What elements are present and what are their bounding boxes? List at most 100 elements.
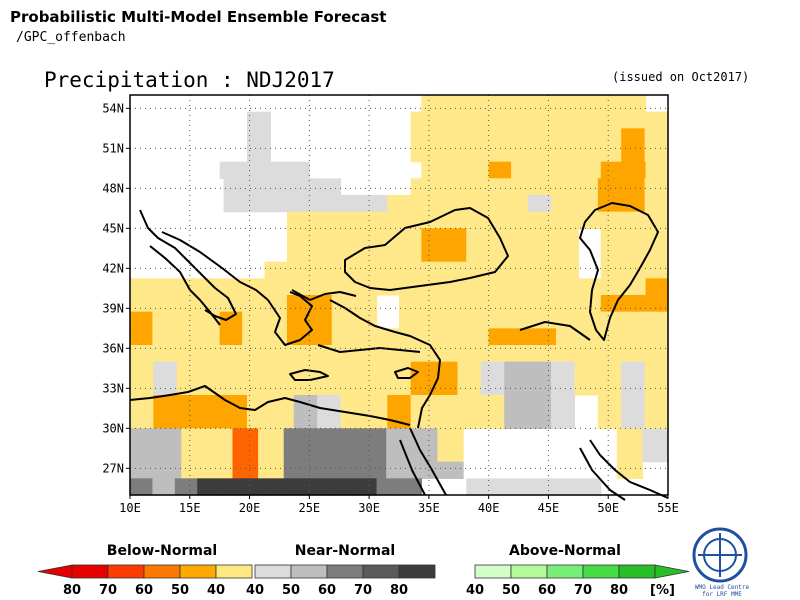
probability-cell <box>527 145 552 163</box>
probability-cell <box>152 311 176 329</box>
probability-cell <box>270 378 295 396</box>
probability-cell <box>309 428 336 446</box>
probability-cell <box>578 95 602 113</box>
probability-cell <box>354 211 378 229</box>
probability-cell <box>386 428 413 446</box>
probability-cell <box>555 478 579 496</box>
probability-cell <box>387 195 412 213</box>
y-tick-label: 30N <box>102 421 124 435</box>
probability-cell <box>600 278 624 296</box>
x-tick-label: 55E <box>657 501 679 515</box>
probability-cell <box>376 278 400 296</box>
probability-cell <box>600 161 624 179</box>
y-tick-label: 42N <box>102 261 124 275</box>
y-tick-label: 51N <box>102 141 124 155</box>
probability-cell <box>410 395 435 413</box>
probability-cell <box>152 478 176 496</box>
probability-cell <box>533 328 557 346</box>
probability-cell <box>434 145 459 163</box>
probability-cell <box>174 328 198 346</box>
probability-cell <box>551 195 576 213</box>
probability-cell <box>334 428 362 446</box>
probability-cell <box>246 145 271 163</box>
probability-cell <box>434 411 459 429</box>
probability-cell <box>176 361 201 379</box>
probability-cell <box>623 228 647 246</box>
probability-cell <box>488 211 512 229</box>
probability-cell <box>309 328 333 346</box>
legend-arrow <box>37 564 73 579</box>
probability-cell <box>197 345 221 363</box>
probability-cell <box>527 395 552 413</box>
probability-cell <box>597 411 622 429</box>
probability-cell <box>340 411 365 429</box>
probability-cell <box>242 478 266 496</box>
probability-cell <box>555 245 579 263</box>
legend-label: 50 <box>282 583 300 598</box>
probability-cell <box>457 395 482 413</box>
probability-cell <box>399 245 423 263</box>
probability-cell <box>130 378 154 396</box>
probability-cell <box>645 311 669 329</box>
probability-cell <box>410 411 435 429</box>
probability-cell <box>410 195 435 213</box>
probability-cell <box>317 195 342 213</box>
y-tick-label: 54N <box>102 101 124 115</box>
probability-cell <box>645 295 669 313</box>
probability-cell <box>411 461 439 479</box>
probability-cell <box>223 395 248 413</box>
figure-subtitle: /GPC_offenbach <box>16 30 126 45</box>
x-tick-label: 35E <box>418 501 440 515</box>
probability-cell <box>410 378 435 396</box>
legend-label: 70 <box>354 583 372 598</box>
legend-swatch <box>71 564 109 579</box>
probability-cell <box>578 345 602 363</box>
probability-cell <box>504 128 529 146</box>
probability-cell <box>597 378 622 396</box>
probability-cell <box>504 178 529 196</box>
probability-cell <box>421 245 445 263</box>
probability-cell <box>480 145 505 163</box>
probability-cell <box>264 295 288 313</box>
probability-cell <box>623 95 647 113</box>
probability-cell <box>488 295 512 313</box>
legend-swatch <box>107 564 145 579</box>
probability-cell <box>242 295 266 313</box>
probability-cell <box>421 345 445 363</box>
probability-cell <box>574 195 599 213</box>
probability-cell <box>153 395 178 413</box>
probability-cell <box>176 411 201 429</box>
probability-cell <box>340 361 365 379</box>
probability-cell <box>574 378 599 396</box>
probability-cell <box>623 211 647 229</box>
probability-cell <box>331 345 355 363</box>
probability-cell <box>232 445 259 463</box>
probability-cell <box>246 378 271 396</box>
probability-cell <box>644 145 669 163</box>
probability-cell <box>421 295 445 313</box>
probability-cell <box>421 261 445 279</box>
probability-cell <box>511 295 535 313</box>
probability-cell <box>232 428 259 446</box>
probability-cell <box>511 345 535 363</box>
probability-cell <box>466 228 490 246</box>
probability-cell <box>621 395 646 413</box>
probability-cell <box>223 195 248 213</box>
probability-cell <box>488 261 512 279</box>
probability-cell <box>443 95 467 113</box>
probability-cell <box>293 178 318 196</box>
y-tick-label: 36N <box>102 341 124 355</box>
legend-label: 80 <box>63 583 81 598</box>
probability-cell <box>533 478 557 496</box>
probability-cell <box>443 345 467 363</box>
probability-cell <box>219 345 243 363</box>
probability-cell <box>410 111 435 129</box>
probability-cell <box>504 111 529 129</box>
probability-cell <box>286 345 310 363</box>
probability-cell <box>153 378 178 396</box>
probability-cell <box>293 411 318 429</box>
x-tick-label: 10E <box>119 501 141 515</box>
probability-cell <box>223 361 248 379</box>
probability-cell <box>488 278 512 296</box>
probability-cell <box>597 361 622 379</box>
